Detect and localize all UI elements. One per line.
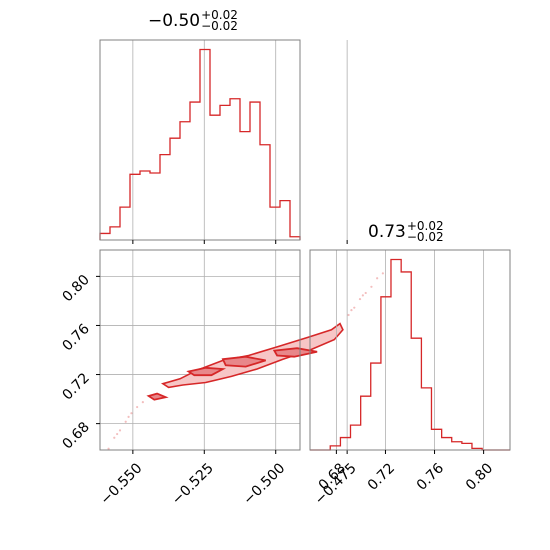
tick-label-y-2d-1: 0.72 — [59, 370, 92, 403]
scatter-point-3 — [124, 420, 127, 423]
scatter-point-6 — [141, 401, 144, 404]
tick-label-param2-3: 0.80 — [463, 460, 496, 493]
tick-label-x-2d-2: −0.500 — [240, 460, 288, 508]
tick-label-x-2d-1: −0.525 — [169, 460, 217, 508]
scatter-point-4 — [130, 412, 133, 415]
x-ticks-param1 — [132, 240, 348, 244]
title-param2-minus: −0.02 — [406, 230, 444, 244]
scatter-point-12 — [364, 291, 367, 295]
scatter-point-7 — [116, 432, 119, 436]
title-param2-plus: +0.02 — [406, 219, 444, 233]
grid-lines-param2 — [335, 250, 485, 450]
contour-outer — [160, 322, 344, 389]
histogram-panel-param2: 0.68 0.72 0.76 0.80 — [309, 249, 511, 494]
histogram-panel-param1 — [99, 39, 348, 244]
scatter-point-15 — [381, 272, 384, 275]
title-param1-minus: −0.02 — [201, 19, 238, 33]
histogram-param1 — [99, 48, 301, 240]
panel-frame-param1 — [99, 39, 301, 241]
tick-label-x-2d-0: −0.550 — [98, 460, 146, 508]
title-param1-value: −0.50 — [148, 11, 201, 31]
histogram-param2 — [310, 258, 510, 451]
tick-label-param2-2: 0.76 — [414, 460, 447, 493]
title-param1-plus: +0.02 — [201, 8, 238, 22]
grid-lines-2d — [100, 250, 348, 450]
title-param2-value: 0.73 — [368, 222, 406, 242]
scatter-point-9 — [347, 313, 350, 317]
scatter-point-13 — [370, 285, 373, 288]
scatter-point-1 — [113, 436, 116, 439]
title-param1: −0.50 +0.02 −0.02 — [148, 8, 238, 33]
scatter-point-10 — [353, 306, 356, 309]
scatter-point-5 — [136, 405, 139, 409]
scatter-point-14 — [376, 277, 379, 280]
contour-inner-0 — [186, 366, 227, 377]
scatter-point-2 — [118, 429, 122, 432]
scatter-point-16 — [350, 309, 353, 312]
contour-inner-1 — [221, 355, 266, 368]
scatter-point-17 — [361, 294, 364, 297]
scatter-points-2d — [107, 272, 384, 450]
scatter-point-0 — [107, 447, 110, 450]
contour-inner-3 — [146, 392, 169, 401]
tick-label-y-2d-2: 0.76 — [59, 321, 92, 354]
tick-label-y-2d-0: 0.68 — [59, 419, 92, 452]
tick-label-y-2d-3: 0.80 — [59, 272, 92, 305]
panel-frame-param2 — [309, 249, 511, 451]
y-ticks-2d: 0.68 0.72 0.76 0.80 — [59, 272, 100, 452]
grid-lines-param1 — [132, 40, 348, 240]
contour-inner-group — [146, 347, 318, 401]
panel-frame-2d — [99, 249, 301, 451]
tick-label-param2-1: 0.72 — [365, 460, 398, 493]
scatter-point-11 — [358, 297, 362, 301]
title-param2: 0.73 +0.02 −0.02 — [368, 219, 444, 244]
scatter-point-8 — [127, 415, 130, 418]
contour-inner-2 — [272, 347, 318, 358]
